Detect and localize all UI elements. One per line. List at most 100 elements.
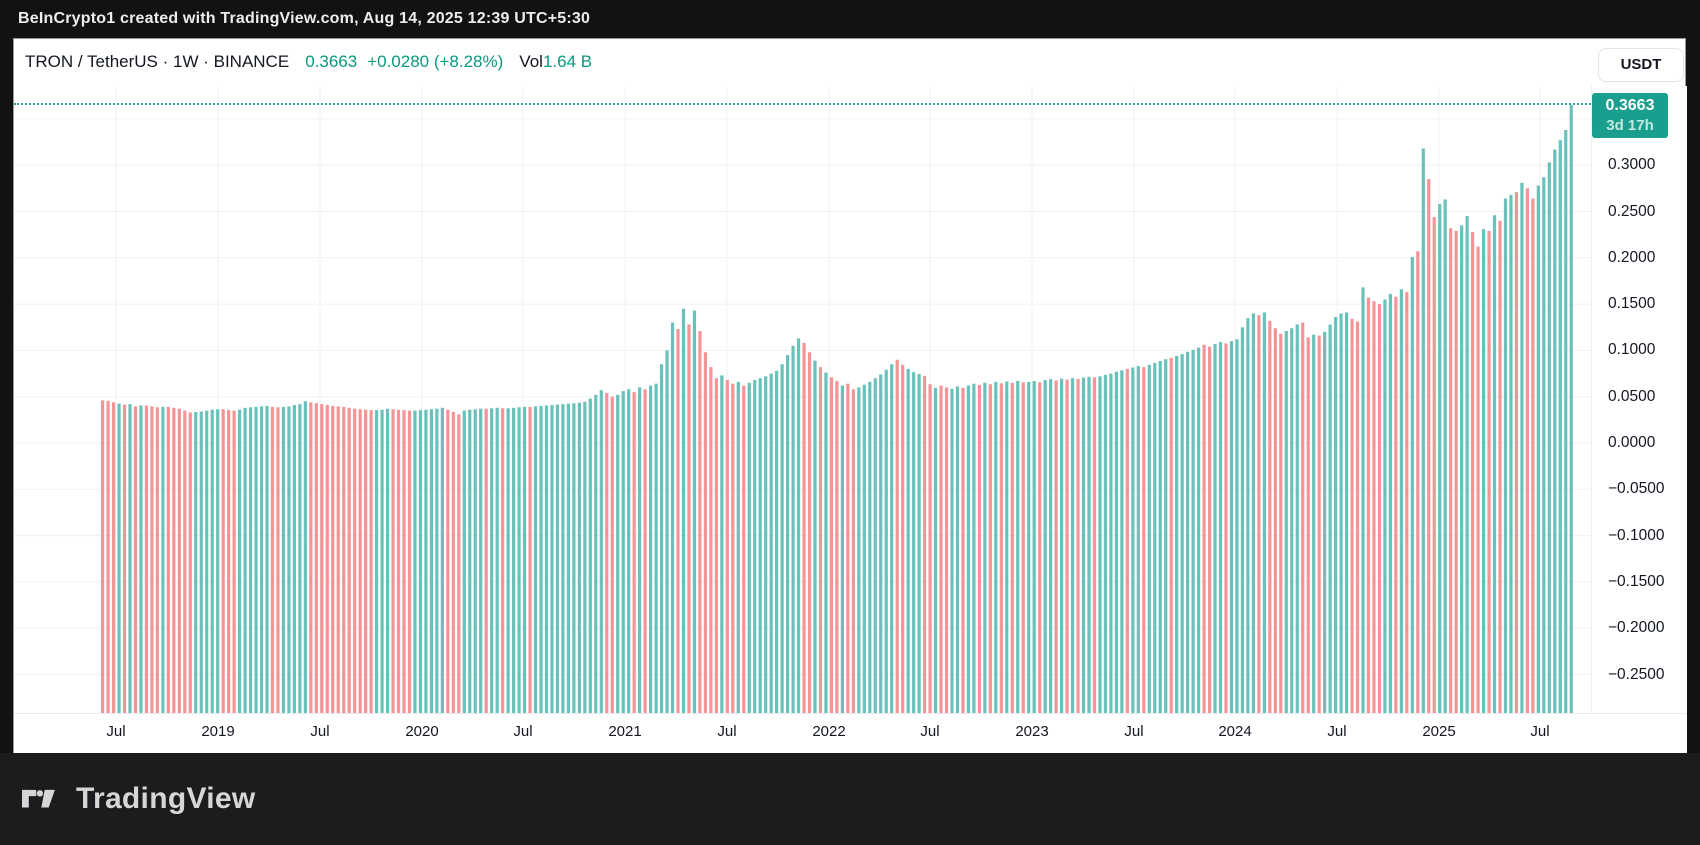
price-column [605, 393, 609, 713]
price-column [539, 406, 543, 713]
price-column [1021, 382, 1025, 713]
price-column [824, 372, 828, 713]
volume-value: 1.64 B [542, 52, 593, 71]
price-column [901, 364, 905, 713]
price-column [654, 383, 658, 713]
price-column [117, 403, 121, 713]
price-column [1125, 368, 1129, 713]
price-column [714, 378, 718, 713]
price-column [928, 384, 932, 713]
price-column [1153, 362, 1157, 713]
price-column [106, 400, 110, 713]
chart-legend: TRON / TetherUS · 1W · BINANCE 0.3663 +0.0… [25, 48, 592, 76]
price-column [1476, 246, 1480, 713]
price-column [468, 409, 472, 713]
current-price-badge: 0.3663 3d 17h [1592, 93, 1668, 138]
y-axis-label: −0.1000 [1608, 526, 1665, 544]
price-column [1070, 378, 1075, 713]
price-column [1317, 335, 1321, 713]
price-column [1186, 351, 1190, 713]
price-column [933, 387, 938, 713]
price-column [533, 406, 538, 713]
price-column [1487, 230, 1491, 713]
price-column [1432, 217, 1436, 713]
price-column [649, 385, 653, 713]
y-axis-label: 0.1000 [1608, 341, 1656, 359]
price-column [484, 408, 488, 713]
price-column [632, 392, 636, 713]
price-column [364, 409, 368, 713]
price-column [1542, 177, 1546, 713]
tradingview-logo[interactable]: TradingView [22, 781, 255, 817]
x-axis-label: Jul [920, 723, 940, 740]
price-column [1202, 344, 1206, 713]
price-column [309, 402, 313, 713]
price-column [1147, 364, 1151, 713]
price-column [1438, 204, 1442, 713]
price-column [917, 374, 921, 713]
price-column [1421, 148, 1425, 713]
price-column [1312, 334, 1316, 713]
price-column [155, 407, 159, 713]
price-column [1218, 342, 1223, 713]
price-column [599, 390, 603, 713]
price-column [1443, 199, 1447, 713]
x-axis-label: Jul [1530, 723, 1550, 740]
price-column [703, 352, 707, 713]
price-column [1454, 230, 1458, 713]
price-column [1525, 188, 1529, 713]
price-column [670, 322, 675, 713]
price-column [1471, 231, 1475, 713]
price-column [1049, 379, 1053, 713]
chart-card: TRON / TetherUS · 1W · BINANCE 0.3663 +0.0… [13, 38, 1687, 753]
price-column [1344, 312, 1349, 713]
price-column [868, 381, 872, 713]
price-column [1509, 194, 1513, 713]
price-column [128, 404, 132, 713]
price-column [588, 398, 592, 713]
price-column [1279, 333, 1283, 713]
price-column [501, 408, 505, 713]
price-column [380, 409, 384, 713]
x-axis-label: 2023 [1015, 723, 1049, 740]
price-column [681, 308, 686, 713]
price-column [451, 412, 455, 713]
price-column [435, 408, 439, 713]
time-axis[interactable]: Jul 2019 Jul 2020 Jul 2021 Jul 2022 Jul 2023 Jul 20… [14, 713, 1687, 753]
price-column [583, 401, 587, 713]
price-column [950, 388, 954, 713]
y-axis-label: 0.2500 [1608, 202, 1656, 220]
price-column [259, 406, 264, 713]
price-column [577, 402, 581, 713]
price-column [544, 405, 549, 713]
price-column [150, 406, 154, 713]
currency-toggle-button[interactable]: USDT [1598, 48, 1684, 82]
price-column [1010, 382, 1014, 713]
price-column [254, 406, 258, 713]
price-column [270, 406, 275, 713]
price-column [1027, 381, 1031, 713]
price-column [1060, 378, 1064, 713]
price-column [775, 370, 779, 713]
x-axis-label: Jul [513, 723, 533, 740]
price-column [561, 404, 565, 713]
price-column [1427, 179, 1431, 713]
price-axis[interactable]: 0.3000 0.2500 0.2000 0.1500 0.1000 0.0500 0.00… [1591, 86, 1687, 713]
price-column [994, 381, 998, 713]
price-column [336, 406, 340, 713]
price-column [347, 407, 351, 713]
price-column [966, 385, 971, 713]
price-column [353, 408, 357, 713]
price-change: +0.0280 (+8.28%) [367, 52, 504, 71]
price-column [1514, 192, 1519, 713]
price-column [1416, 251, 1420, 713]
x-axis-label: Jul [1327, 723, 1347, 740]
chart-plot-area[interactable] [14, 86, 1591, 713]
price-column [1032, 381, 1036, 713]
price-column [1169, 357, 1173, 713]
price-column [1553, 149, 1557, 713]
price-column [572, 403, 576, 713]
x-axis-label: 2024 [1218, 723, 1252, 740]
x-axis-label: 2019 [201, 723, 235, 740]
price-column [1449, 228, 1453, 713]
